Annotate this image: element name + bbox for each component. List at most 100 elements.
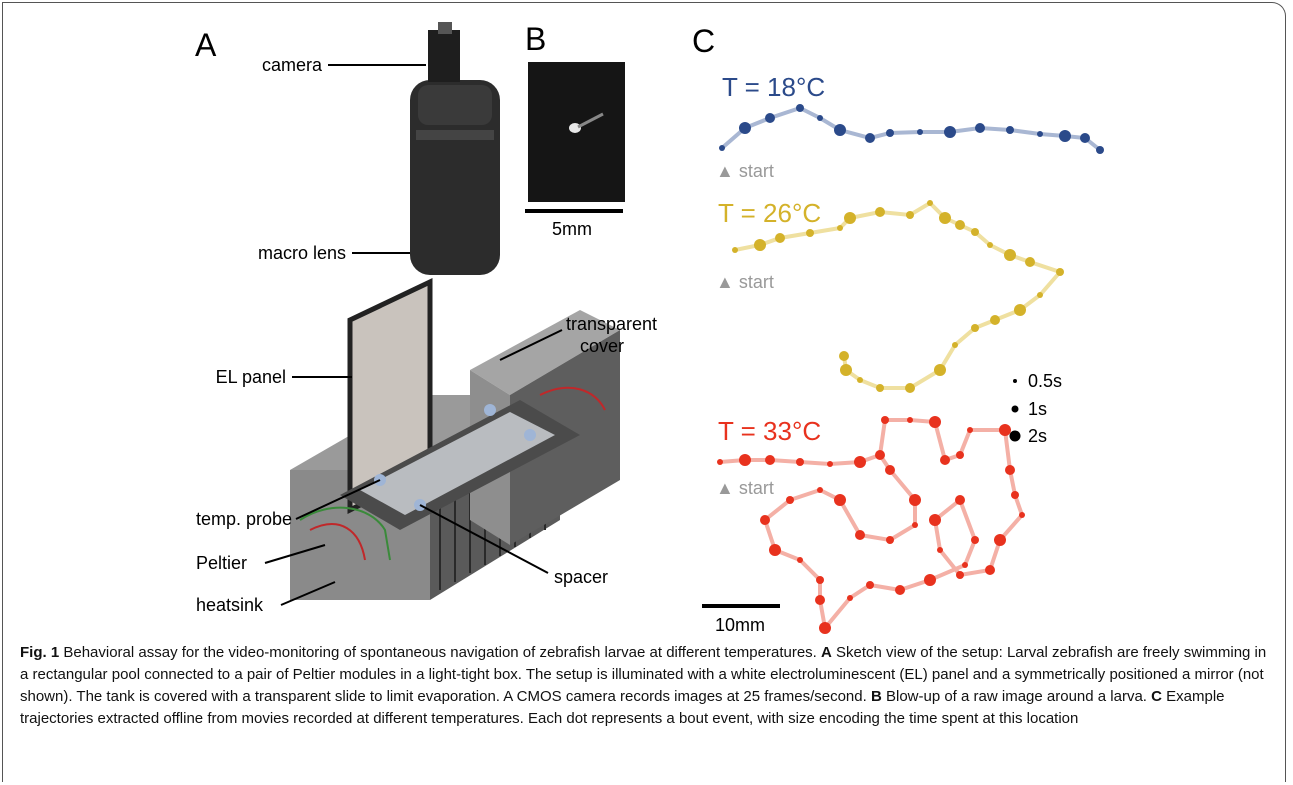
callout: temp. probe (196, 509, 292, 529)
callout: EL panel (216, 367, 286, 387)
bout-dot (806, 229, 814, 237)
caption-text: Blow-up of a raw image around a larva. (885, 688, 1147, 705)
bout-dot (1096, 146, 1104, 154)
trajectory-line (720, 105, 1102, 152)
bout-dot (739, 454, 751, 466)
start-label: ▲ start (716, 161, 774, 181)
bout-dot (760, 515, 770, 525)
bout-dot (955, 220, 965, 230)
bout-dot (934, 364, 946, 376)
bout-dot (1011, 491, 1019, 499)
bout-dot (817, 487, 823, 493)
bout-dot (956, 571, 964, 579)
larva-tail (577, 112, 604, 129)
bout-dot (956, 451, 964, 459)
bout-dot (775, 233, 785, 243)
bout-dot (719, 145, 725, 151)
bout-dot (786, 496, 794, 504)
bout-dot (955, 495, 965, 505)
bout-dot (975, 123, 985, 133)
callout: macro lens (258, 243, 346, 263)
bout-dot (917, 129, 923, 135)
bout-dot (952, 342, 958, 348)
bout-dot (971, 228, 979, 236)
trajectories (717, 104, 1104, 634)
bout-dot (912, 522, 918, 528)
bout-dot (999, 424, 1011, 436)
bout-dot (1019, 512, 1025, 518)
bout-dot (886, 536, 894, 544)
callout: heatsink (196, 595, 264, 615)
bout-dot (886, 129, 894, 137)
bout-dot (885, 465, 895, 475)
trajectory-title: T = 18°C (722, 72, 825, 102)
bout-dot (839, 351, 849, 361)
bout-dot (857, 377, 863, 383)
bout-dot (840, 364, 852, 376)
panel-label: C (692, 23, 715, 59)
caption-label: C (1151, 688, 1162, 705)
callout: spacer (554, 567, 608, 587)
bout-dot (855, 530, 865, 540)
bout-dot (827, 461, 833, 467)
callout: camera (262, 55, 323, 75)
bout-dot (924, 574, 936, 586)
bout-dot (732, 247, 738, 253)
bout-dot (1014, 304, 1026, 316)
start-label: ▲ start (716, 478, 774, 498)
bout-dot (1005, 465, 1015, 475)
bout-dot (796, 104, 804, 112)
trajectory-line (734, 200, 1064, 390)
bout-dot (962, 562, 968, 568)
apparatus (290, 22, 620, 600)
caption-text: Example trajectories extracted offline f… (20, 688, 1225, 727)
bout-dot (1059, 130, 1071, 142)
bout-dot (876, 384, 884, 392)
size-legend: 0.5s 1s 2s (1009, 371, 1062, 446)
bout-dot (797, 557, 803, 563)
bout-dot (1056, 268, 1064, 276)
bout-dot (866, 581, 874, 589)
trajectory-titles: T = 18°C T = 26°C T = 33°C (718, 72, 825, 446)
legend-entry: 1s (1028, 399, 1047, 419)
bout-dot (847, 595, 853, 601)
bout-dot (1080, 133, 1090, 143)
bout-dot (906, 211, 914, 219)
caption-label: B (870, 688, 882, 705)
bout-dot (769, 544, 781, 556)
callout: cover (580, 336, 624, 356)
bout-dot (929, 416, 941, 428)
legend-entry: 0.5s (1028, 371, 1062, 391)
caption-label: A (821, 644, 832, 661)
caption: Fig. 1 Behavioral assay for the video-mo… (20, 642, 1275, 730)
bout-dot (815, 595, 825, 605)
bout-dot (817, 115, 823, 121)
caption-text: Behavioral assay for the video-monitorin… (63, 644, 817, 661)
start-label: ▲ start (716, 272, 774, 292)
bout-dot (834, 124, 846, 136)
bout-dot (994, 534, 1006, 546)
figure: A camera macro lens EL panel transparent… (195, 21, 1104, 635)
bout-dot (875, 207, 885, 217)
bout-dot (844, 212, 856, 224)
bout-dot (895, 585, 905, 595)
bout-dot (967, 427, 973, 433)
bout-dot (765, 455, 775, 465)
bout-dot (865, 133, 875, 143)
bout-dot (717, 459, 723, 465)
panel-label: A (195, 27, 217, 63)
bout-dot (796, 458, 804, 466)
bout-dot (1037, 131, 1043, 137)
bout-dot (987, 242, 993, 248)
bout-dot (971, 536, 979, 544)
caption-label: Fig. 1 (20, 644, 60, 661)
bout-dot (834, 494, 846, 506)
scale-label: 5mm (552, 219, 592, 239)
bout-dot (765, 113, 775, 123)
panel-label: B (525, 21, 546, 57)
bout-dot (971, 324, 979, 332)
callout: Peltier (196, 553, 247, 573)
bout-dot (929, 514, 941, 526)
bout-dot (927, 200, 933, 206)
